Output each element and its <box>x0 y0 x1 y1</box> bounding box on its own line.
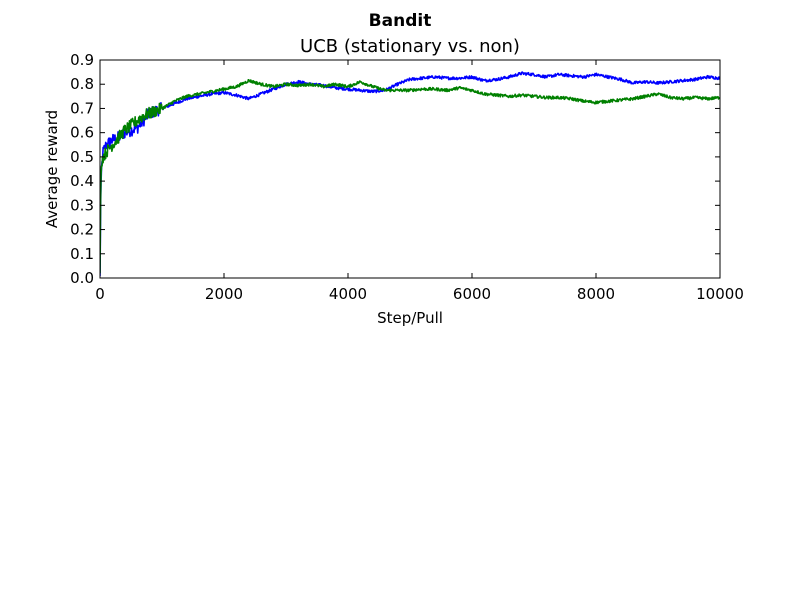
series-line-2 <box>100 79 720 274</box>
y-tick-label: 0.1 <box>70 245 94 263</box>
x-tick-label: 0 <box>95 285 105 303</box>
x-tick-label: 6000 <box>453 285 491 303</box>
y-tick-label: 0.9 <box>70 51 94 69</box>
y-axis-label: Average reward <box>43 110 61 228</box>
x-tick-label: 2000 <box>205 285 243 303</box>
chart-title: UCB (stationary vs. non) <box>300 36 520 57</box>
y-tick-label: 0.0 <box>70 269 94 287</box>
y-tick-label: 0.5 <box>70 148 94 166</box>
y-tick-label: 0.3 <box>70 196 94 214</box>
x-tick-label: 10000 <box>696 285 744 303</box>
y-tick-label: 0.2 <box>70 221 94 239</box>
y-tick-label: 0.7 <box>70 99 94 117</box>
y-tick-label: 0.6 <box>70 124 94 142</box>
y-tick-label: 0.8 <box>70 75 94 93</box>
series-line-1 <box>100 71 720 277</box>
axes-frame-border <box>99 59 721 279</box>
plot-area: 0 2000 4000 6000 8000 10000 0.0 0.1 0.2 0.3 0.4 0.5… <box>70 51 744 303</box>
series-layer <box>100 71 720 277</box>
y-tick-label: 0.4 <box>70 172 94 190</box>
x-tick-label: 4000 <box>329 285 367 303</box>
tick-layer: 0 2000 4000 6000 8000 10000 0.0 0.1 0.2 0.3 0.4 0.5… <box>70 51 744 303</box>
axes-frame <box>99 59 721 279</box>
x-tick-label: 8000 <box>577 285 615 303</box>
x-axis-label: Step/Pull <box>377 309 443 327</box>
figure-suptitle: Bandit <box>369 11 432 31</box>
